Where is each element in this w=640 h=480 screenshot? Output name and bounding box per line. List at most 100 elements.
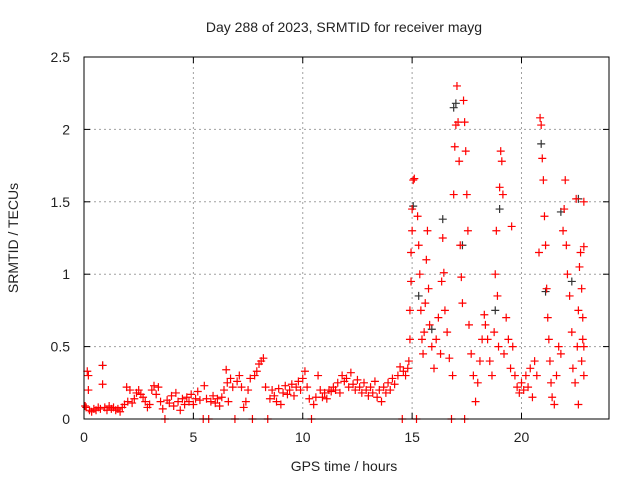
- data-point-srmtid: [189, 400, 198, 409]
- data-point-srmtid: [462, 190, 471, 199]
- x-tick-label: 0: [80, 429, 88, 445]
- data-point-srmtid: [393, 371, 402, 380]
- data-point-srmtid: [560, 205, 569, 214]
- data-point-srmtid: [548, 393, 557, 402]
- data-point-background: [537, 139, 546, 148]
- data-point-srmtid: [331, 386, 340, 395]
- data-point-srmtid: [195, 396, 204, 405]
- data-point-srmtid: [460, 118, 469, 127]
- data-point-srmtid: [200, 381, 209, 390]
- data-point-srmtid: [513, 383, 522, 392]
- data-point-srmtid: [559, 226, 568, 235]
- data-point-srmtid: [353, 375, 362, 384]
- data-point-srmtid: [211, 399, 220, 408]
- data-point-srmtid: [579, 242, 588, 251]
- data-point-srmtid: [276, 400, 285, 409]
- data-point-srmtid: [427, 342, 436, 351]
- data-point-background: [495, 205, 504, 214]
- data-point-srmtid: [537, 121, 546, 130]
- data-point-srmtid: [407, 277, 416, 286]
- data-point-srmtid: [265, 394, 274, 403]
- data-point-srmtid: [134, 386, 143, 395]
- data-point-srmtid: [526, 364, 535, 373]
- data-point-srmtid: [388, 374, 397, 383]
- data-point-srmtid: [562, 241, 571, 250]
- data-point-srmtid: [410, 174, 419, 183]
- data-point-srmtid: [169, 401, 178, 410]
- data-point-srmtid: [364, 391, 373, 400]
- data-point-background: [427, 325, 436, 334]
- grid-lines: [84, 57, 609, 419]
- data-point-srmtid: [220, 386, 228, 395]
- data-point-srmtid: [206, 397, 215, 406]
- data-point-srmtid: [213, 394, 222, 403]
- data-point-srmtid: [485, 357, 494, 366]
- data-point-srmtid: [575, 262, 584, 271]
- data-point-srmtid: [123, 397, 132, 406]
- data-point-srmtid: [545, 357, 554, 366]
- data-point-background: [451, 99, 460, 108]
- data-point-srmtid: [309, 400, 318, 409]
- data-point-srmtid: [322, 394, 331, 403]
- data-point-srmtid: [154, 383, 163, 392]
- data-point-srmtid: [563, 270, 572, 279]
- data-point-srmtid: [579, 371, 588, 380]
- data-point-srmtid: [185, 397, 193, 406]
- data-point-srmtid: [420, 328, 429, 337]
- data-point-srmtid: [572, 194, 581, 203]
- data-point-srmtid: [145, 400, 154, 409]
- data-point-srmtid: [349, 380, 358, 389]
- data-point-srmtid: [342, 374, 351, 383]
- data-point-srmtid: [147, 386, 156, 395]
- data-point-srmtid: [320, 388, 329, 397]
- data-point-srmtid: [268, 386, 277, 395]
- data-point-srmtid: [384, 378, 393, 387]
- data-point-srmtid: [158, 404, 167, 413]
- data-point-srmtid: [440, 306, 449, 315]
- data-point-srmtid: [223, 378, 232, 387]
- data-point-srmtid: [539, 176, 548, 185]
- data-point-srmtid: [318, 393, 327, 402]
- data-point-srmtid: [506, 364, 515, 373]
- data-point-srmtid: [578, 313, 587, 322]
- data-point-srmtid: [424, 284, 433, 293]
- data-point-srmtid: [244, 386, 253, 395]
- data-point-srmtid: [250, 371, 259, 380]
- data-point-srmtid: [182, 393, 191, 402]
- data-point-srmtid: [381, 388, 390, 397]
- data-point-srmtid: [379, 383, 388, 392]
- data-point-srmtid: [285, 386, 294, 395]
- data-point-srmtid: [541, 241, 550, 250]
- data-point-srmtid: [338, 371, 347, 380]
- data-point-srmtid: [515, 388, 524, 397]
- data-point-srmtid: [366, 383, 375, 392]
- data-point-srmtid: [421, 299, 430, 308]
- data-point-srmtid: [228, 383, 237, 392]
- data-point-srmtid: [300, 367, 309, 376]
- data-point-srmtid: [517, 378, 526, 387]
- data-point-srmtid: [498, 190, 507, 199]
- data-point-srmtid: [279, 388, 288, 397]
- data-point-srmtid: [209, 391, 218, 400]
- data-point-srmtid: [576, 248, 585, 257]
- data-point-srmtid: [386, 386, 395, 395]
- data-point-srmtid: [521, 371, 530, 380]
- data-point-srmtid: [259, 354, 268, 363]
- y-tick-label: 0.5: [51, 339, 71, 355]
- data-point-srmtid: [290, 391, 298, 400]
- data-point-srmtid: [296, 386, 305, 395]
- data-point-srmtid: [316, 386, 325, 395]
- data-point-srmtid: [456, 241, 465, 250]
- data-point-srmtid: [491, 270, 500, 279]
- data-point-srmtid: [130, 394, 139, 403]
- data-point-srmtid: [416, 306, 425, 315]
- data-point-srmtid: [261, 383, 270, 392]
- data-point-srmtid: [554, 342, 563, 351]
- data-point-srmtid: [396, 362, 405, 371]
- data-point-srmtid: [252, 367, 261, 376]
- data-point-srmtid: [565, 291, 574, 300]
- data-point-srmtid: [538, 154, 547, 163]
- data-point-srmtid: [561, 176, 570, 185]
- data-point-srmtid: [550, 400, 559, 409]
- data-point-srmtid: [178, 394, 187, 403]
